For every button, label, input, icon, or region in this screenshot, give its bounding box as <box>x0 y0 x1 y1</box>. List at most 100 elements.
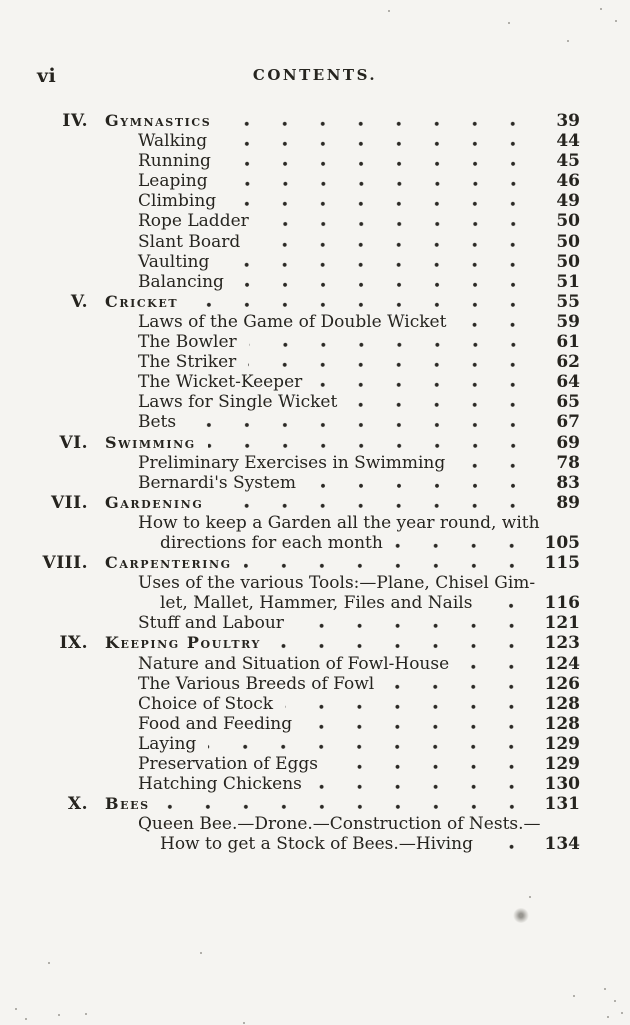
page-number: 49 <box>556 191 580 212</box>
chapter-numeral: VI. <box>59 432 88 453</box>
page-number: 121 <box>544 613 581 634</box>
entry-label: Bernardi's System <box>138 472 296 493</box>
toc-row: Balancing 51 <box>38 271 580 292</box>
entry-label: Preliminary Exercises in Swimming <box>138 452 446 473</box>
entry-label: let, Mallet, Hammer, Files and Nails <box>160 593 473 614</box>
running-head: vi CONTENTS. <box>0 63 630 87</box>
chapter-numeral: IV. <box>62 111 88 131</box>
entry-label: Laws of the Game of Double Wicket <box>138 311 447 332</box>
toc-row: The Striker 62 <box>38 352 580 373</box>
dot-leader <box>248 352 532 373</box>
paper-speck <box>607 1016 609 1018</box>
entry-label: Queen Bee.—Drone.—Construction of Nests.… <box>138 814 541 835</box>
paper-speck <box>388 10 390 12</box>
page-number: 61 <box>556 332 580 353</box>
page-number: 45 <box>556 151 580 172</box>
entry-label: Running <box>138 151 211 172</box>
page-number: 83 <box>556 472 580 493</box>
toc-row: Vaulting 50 <box>38 251 580 272</box>
toc-row: Laws for Single Wicket 65 <box>38 392 580 413</box>
entry-label: The Various Breeds of Fowl <box>138 673 375 694</box>
paper-speck <box>15 1008 17 1010</box>
toc-row: Nature and Situation of Fowl-House 124 <box>38 653 580 674</box>
entry-label: Choice of Stock <box>138 693 274 714</box>
entry-label: Swimming <box>105 432 196 452</box>
chapter-numeral: VIII. <box>42 553 88 574</box>
toc-row: Rope Ladder 50 <box>38 211 580 232</box>
paper-speck <box>621 1012 623 1014</box>
dot-leader <box>458 311 532 333</box>
toc-row: Queen Bee.—Drone.—Construction of Nests.… <box>38 814 580 834</box>
dot-leader <box>394 532 531 554</box>
toc-row: VI. Swimming 69 <box>38 432 580 453</box>
entry-label: How to keep a Garden all the year round,… <box>138 512 540 533</box>
toc-row: IV. Gymnastics 39 <box>38 111 580 132</box>
paper-speck <box>200 952 202 954</box>
paper-speck <box>58 1014 60 1016</box>
page-number: 134 <box>544 834 581 855</box>
entry-label: Rope Ladder <box>138 211 249 232</box>
page-number: 115 <box>544 553 581 574</box>
toc-row: Laws of the Game of Double Wicket 59 <box>38 311 580 333</box>
dot-leader <box>484 593 531 614</box>
page-number: 78 <box>556 452 580 473</box>
entry-label: Gymnastics <box>105 111 212 130</box>
dot-leader <box>308 472 532 493</box>
toc-row: Laying 129 <box>38 733 580 754</box>
dot-leader <box>219 171 532 192</box>
toc-row: IX. Keeping Poultry 123 <box>38 633 581 654</box>
entry-label: Leaping <box>138 171 208 192</box>
toc-row: VII. Gardening 89 <box>38 492 580 513</box>
toc-row: Bets 67 <box>38 412 580 433</box>
toc-row: Hatching Chickens 130 <box>38 774 580 795</box>
dot-leader <box>228 191 532 212</box>
entry-label: Bees <box>105 794 150 814</box>
dot-leader <box>248 332 532 353</box>
entry-label: Stuff and Labour <box>138 613 284 634</box>
chapter-numeral: V. <box>70 291 88 312</box>
entry-label: The Wicket-Keeper <box>138 372 303 393</box>
entry-label: Walking <box>138 131 208 152</box>
toc-list: IV. Gymnastics 39 Walking 44 Running 45 … <box>38 111 581 855</box>
toc-row: Choice of Stock 128 <box>38 693 581 714</box>
dot-leader <box>161 794 531 815</box>
dot-leader <box>219 131 532 152</box>
page-number: 50 <box>556 231 580 252</box>
entry-label: Gardening <box>105 492 204 512</box>
toc-row: Bernardi's System 83 <box>38 472 580 493</box>
page-number: 50 <box>556 251 580 272</box>
paper-speck <box>573 995 575 997</box>
chapter-numeral: VII. <box>50 492 88 513</box>
dot-leader <box>252 231 532 252</box>
page-number: 105 <box>544 532 581 553</box>
entry-label: Hatching Chickens <box>138 774 302 795</box>
toc-row: Preliminary Exercises in Swimming 78 <box>38 452 580 473</box>
page-number: 116 <box>544 593 581 614</box>
entry-label: Uses of the various Tools:—Plane, Chisel… <box>138 573 536 594</box>
paper-speck <box>600 8 602 10</box>
toc-row: VIII. Carpentering 115 <box>38 553 581 574</box>
paper-speck <box>243 1022 245 1024</box>
entry-label: Cricket <box>105 291 179 311</box>
paper-speck <box>615 20 617 22</box>
toc-row: Uses of the various Tools:—Plane, Chisel… <box>38 573 580 593</box>
paper-speck <box>614 1000 616 1002</box>
dot-leader <box>221 251 532 272</box>
paper-speck <box>85 1013 87 1015</box>
entry-label: Food and Feeding <box>138 713 293 734</box>
page-number: 55 <box>556 291 580 312</box>
page-number: 123 <box>544 633 581 654</box>
toc-row: How to get a Stock of Bees.—Hiving 134 <box>38 834 581 855</box>
entry-label: Keeping Poultry <box>105 633 261 653</box>
toc-row: Preservation of Eggs 129 <box>38 754 581 775</box>
page-number: 128 <box>544 693 581 714</box>
toc-row: directions for each month 105 <box>38 532 581 554</box>
toc-row: The Various Breeds of Fowl 126 <box>38 673 580 694</box>
dot-leader <box>235 271 532 292</box>
paper-speck <box>48 962 50 964</box>
dot-leader <box>208 733 531 754</box>
paper-speck <box>529 896 531 898</box>
page-number: 129 <box>544 754 581 774</box>
folio-number: vi <box>37 65 57 87</box>
